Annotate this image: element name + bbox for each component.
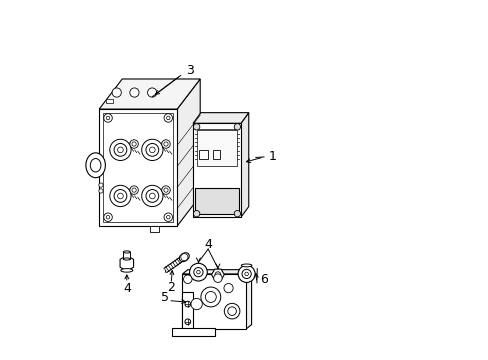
Bar <box>196 130 237 166</box>
Circle shape <box>112 88 121 97</box>
Circle shape <box>234 123 240 130</box>
Circle shape <box>132 188 136 192</box>
Circle shape <box>242 269 251 279</box>
Bar <box>99 109 177 226</box>
Circle shape <box>145 190 159 202</box>
Circle shape <box>193 267 203 277</box>
Bar <box>182 292 193 329</box>
Circle shape <box>163 213 172 221</box>
Circle shape <box>166 215 170 219</box>
Bar <box>195 188 239 215</box>
Bar <box>123 252 130 259</box>
Circle shape <box>130 140 138 148</box>
Text: 5: 5 <box>161 291 168 304</box>
Circle shape <box>147 88 157 97</box>
Circle shape <box>193 123 200 130</box>
Ellipse shape <box>123 258 130 260</box>
Circle shape <box>215 272 220 278</box>
Circle shape <box>201 287 220 307</box>
Bar <box>182 274 246 329</box>
Circle shape <box>184 301 190 307</box>
Polygon shape <box>246 270 251 329</box>
Bar <box>199 150 208 159</box>
Ellipse shape <box>90 158 101 172</box>
Circle shape <box>118 147 123 153</box>
Circle shape <box>193 211 200 217</box>
Circle shape <box>110 139 131 161</box>
Polygon shape <box>99 79 200 109</box>
Bar <box>103 113 173 222</box>
Circle shape <box>163 188 168 192</box>
Circle shape <box>103 213 112 221</box>
Circle shape <box>162 186 170 194</box>
Polygon shape <box>241 113 248 217</box>
Circle shape <box>142 139 163 161</box>
Circle shape <box>181 254 187 261</box>
Bar <box>171 328 214 336</box>
Ellipse shape <box>123 251 130 253</box>
Circle shape <box>110 185 131 207</box>
Bar <box>105 99 113 103</box>
Circle shape <box>238 265 255 283</box>
Polygon shape <box>193 113 248 123</box>
Circle shape <box>213 274 222 283</box>
Text: 3: 3 <box>185 64 193 77</box>
Circle shape <box>118 193 123 199</box>
Circle shape <box>99 183 103 187</box>
Circle shape <box>234 211 240 217</box>
Ellipse shape <box>86 153 105 178</box>
Circle shape <box>162 140 170 148</box>
Circle shape <box>103 114 112 122</box>
Circle shape <box>106 215 110 219</box>
Ellipse shape <box>121 269 133 272</box>
Circle shape <box>224 303 240 319</box>
Text: 4: 4 <box>122 282 130 294</box>
Circle shape <box>99 189 103 193</box>
Text: 2: 2 <box>167 281 175 294</box>
Bar <box>149 226 159 233</box>
Circle shape <box>196 270 200 274</box>
Circle shape <box>244 272 248 276</box>
Circle shape <box>106 116 110 120</box>
Circle shape <box>183 275 192 283</box>
Ellipse shape <box>179 253 189 262</box>
Circle shape <box>224 283 233 293</box>
Circle shape <box>205 292 216 302</box>
Text: 4: 4 <box>204 238 212 251</box>
Circle shape <box>114 190 126 202</box>
Circle shape <box>145 144 159 156</box>
Circle shape <box>130 186 138 194</box>
Polygon shape <box>177 79 200 226</box>
Text: 6: 6 <box>260 274 267 287</box>
Circle shape <box>114 144 126 156</box>
Circle shape <box>142 185 163 207</box>
Circle shape <box>191 298 202 310</box>
Circle shape <box>184 319 190 325</box>
Circle shape <box>163 114 172 122</box>
Circle shape <box>189 263 207 281</box>
Circle shape <box>149 147 155 153</box>
Circle shape <box>149 193 155 199</box>
Bar <box>212 150 219 159</box>
Bar <box>193 123 241 217</box>
Circle shape <box>227 307 236 315</box>
Text: 1: 1 <box>268 150 276 163</box>
Circle shape <box>166 116 170 120</box>
Circle shape <box>163 142 168 146</box>
Circle shape <box>130 88 139 97</box>
Ellipse shape <box>241 264 251 267</box>
Circle shape <box>132 142 136 146</box>
Polygon shape <box>182 270 251 274</box>
